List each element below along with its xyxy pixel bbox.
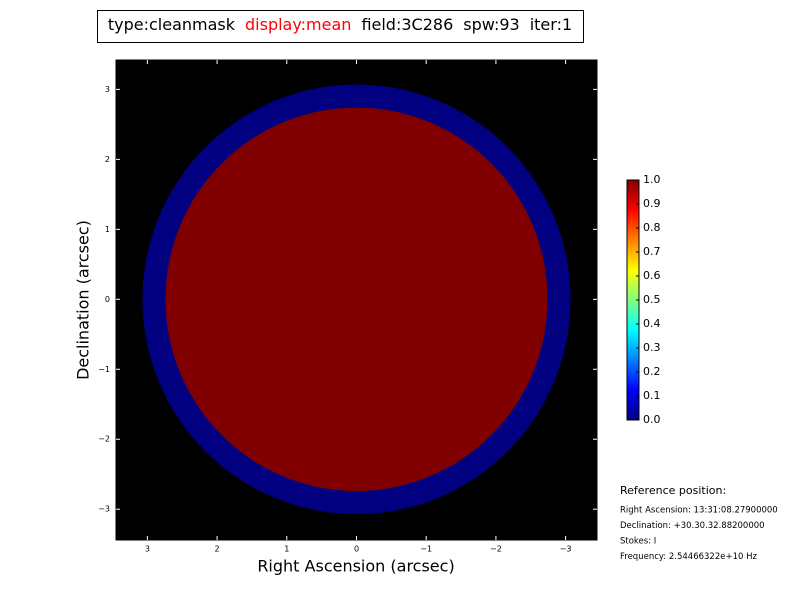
y-tick-label: −2 [98,435,110,444]
colorbar-tick-label: 0.4 [643,317,661,330]
colorbar-tick-label: 0.9 [643,197,661,210]
y-tick-label: 1 [105,225,110,234]
chart-title: type:cleanmask display:mean field:3C286 spw… [108,15,572,34]
y-tick-label: 3 [105,85,110,94]
title-part: type:cleanmask [108,15,236,34]
reference-line: Stokes: I [620,537,656,547]
colorbar-tick-label: 0.5 [643,293,661,306]
mask-region [165,107,548,492]
colorbar-tick-label: 0.1 [643,389,661,402]
x-tick-label: 2 [215,545,220,554]
y-tick-label: 0 [105,295,110,304]
y-tick-label: 2 [105,155,110,164]
x-tick-label: 1 [284,545,289,554]
colorbar-tick-label: 0.8 [643,221,661,234]
x-tick-label: −2 [490,545,502,554]
y-tick-label: −1 [98,365,110,374]
title-box [97,10,584,43]
colorbar-tick-label: 0.0 [643,413,661,426]
reference-title: Reference position: [620,484,726,497]
x-tick-label: 0 [354,545,359,554]
y-tick-label: −3 [98,505,110,514]
colorbar-tick-label: 0.7 [643,245,661,258]
title-part: spw:93 [463,15,519,34]
reference-line: Right Ascension: 13:31:08.27900000 [620,506,778,516]
colorbar-tick-label: 1.0 [643,173,661,186]
x-tick-label: −3 [560,545,572,554]
colorbar-tick-label: 0.6 [643,269,661,282]
y-axis-label: Declination (arcsec) [74,220,93,380]
title-part: display:mean [245,15,351,34]
x-tick-label: 3 [145,545,150,554]
reference-line: Frequency: 2.54466322e+10 Hz [620,552,757,562]
x-axis-label: Right Ascension (arcsec) [257,557,454,576]
title-part: field:3C286 [361,15,453,34]
x-tick-label: −1 [420,545,432,554]
colorbar-tick-label: 0.2 [643,365,661,378]
title-part: iter:1 [530,15,572,34]
reference-line: Declination: +30.30.32.88200000 [620,521,765,531]
colorbar-tick-label: 0.3 [643,341,661,354]
